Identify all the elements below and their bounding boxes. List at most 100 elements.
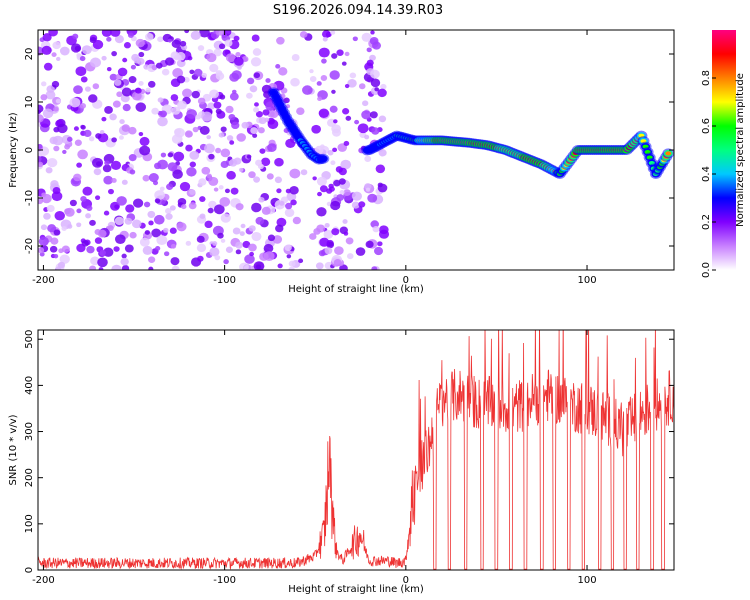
- spectrogram-noise-cell: [164, 57, 175, 66]
- spectrogram-xtick-label: 100: [577, 275, 596, 286]
- spectrogram-noise-cell: [98, 267, 104, 270]
- spectrogram-noise-cell: [38, 155, 42, 163]
- spectrogram-noise-cell: [209, 89, 220, 99]
- spectrogram-noise-cell: [51, 191, 63, 202]
- spectrogram-noise-cell: [218, 185, 224, 190]
- spectrogram-noise-cell: [328, 186, 335, 192]
- spectrogram-noise-cell: [238, 167, 244, 172]
- spectrogram-noise-cell: [101, 30, 112, 37]
- spectrogram-noise-cell: [81, 45, 92, 55]
- spectrogram-noise-cell: [86, 205, 93, 211]
- spectrogram-noise-cell: [331, 89, 336, 94]
- spectrogram-xtick-label: 0: [403, 275, 409, 286]
- spectrogram-noise-cell: [333, 119, 338, 124]
- spectrogram-noise-cell: [283, 97, 290, 104]
- spectrogram-noise-cell: [240, 223, 246, 229]
- spectrogram-noise-cell: [188, 202, 197, 210]
- spectrogram-noise-cell: [277, 263, 283, 269]
- spectrogram-noise-cell: [220, 148, 231, 158]
- spectrogram-noise-cell: [290, 77, 300, 87]
- spectrogram-noise-cell: [231, 89, 237, 94]
- spectrogram-noise-cell: [378, 115, 387, 123]
- spectrogram-noise-cell: [189, 69, 195, 75]
- spectrogram-noise-cell: [121, 179, 128, 185]
- spectrogram-noise-cell: [164, 208, 172, 215]
- spectrogram-noise-cell: [46, 85, 55, 93]
- spectrogram-noise-cell: [80, 124, 86, 130]
- spectrogram-noise-cell: [55, 56, 61, 61]
- spectrogram-noise-cell: [84, 86, 91, 92]
- spectrogram-noise-cell: [151, 64, 158, 71]
- spectrogram-noise-cell: [38, 236, 49, 246]
- spectrogram-noise-cell: [53, 126, 60, 133]
- spectrogram-noise-cell: [275, 224, 284, 233]
- spectrogram-noise-cell: [148, 220, 154, 226]
- spectrogram-noise-cell: [324, 222, 330, 228]
- spectrogram-noise-cell: [92, 39, 104, 50]
- spectrogram-noise-cell: [226, 135, 234, 141]
- spectrogram-noise-cell: [323, 229, 334, 239]
- spectrogram-noise-cell: [169, 227, 177, 234]
- spectrogram-noise-cell: [276, 188, 282, 194]
- snr-series-line: [38, 330, 674, 570]
- spectrogram-noise-cell: [248, 243, 257, 252]
- spectrogram-noise-cell: [142, 245, 153, 255]
- spectrogram-noise-cell: [110, 30, 121, 37]
- spectrogram-noise-cell: [128, 126, 137, 135]
- spectrogram-noise-cell: [101, 116, 107, 122]
- snr-axes: -200 -100 0 100 0 100 200 300 400 500: [24, 330, 674, 586]
- spectrogram-noise-cell: [47, 224, 57, 233]
- snr-panel: -200 -100 0 100 0 100 200 300 400 500 Height of s…: [8, 329, 675, 595]
- spectrogram-noise-cell: [157, 97, 164, 103]
- spectrogram-noise-cell: [61, 245, 70, 253]
- spectrogram-noise-cell: [333, 259, 342, 267]
- spectrogram-noise-cell: [76, 208, 82, 214]
- spectrogram-noise-cell: [352, 36, 358, 42]
- spectrogram-noise-cell: [57, 123, 68, 134]
- spectrogram-noise-cell: [64, 207, 75, 217]
- spectrogram-noise-cell: [189, 161, 197, 168]
- spectrogram-noise-cell: [314, 145, 324, 154]
- spectrogram-noise-cell: [97, 257, 108, 268]
- spectrogram-noise-cell: [139, 145, 151, 156]
- spectrogram-noise-cell: [284, 208, 295, 218]
- spectrogram-noise-cell: [59, 46, 70, 56]
- spectrogram-noise-cell: [196, 243, 207, 253]
- spectrogram-noise-cell: [128, 76, 137, 84]
- spectrogram-noise-cell: [251, 202, 262, 213]
- spectrogram-noise-cell: [334, 246, 344, 255]
- spectrogram-noise-cell: [313, 228, 321, 235]
- spectrogram-noise-cell: [159, 110, 168, 118]
- spectrogram-noise-cell: [53, 254, 59, 259]
- spectrogram-noise-cell: [253, 176, 261, 183]
- spectrogram-noise-cell: [344, 51, 350, 57]
- spectrogram-noise-cell: [76, 162, 82, 168]
- spectrogram-noise-cell: [286, 192, 297, 202]
- spectrogram-noise-cell: [77, 149, 88, 160]
- spectrogram-noise-cell: [111, 137, 117, 143]
- spectrogram-noise-cell: [228, 114, 236, 121]
- spectrogram-noise-cell: [364, 155, 372, 162]
- spectrogram-noise-cell: [235, 249, 242, 255]
- spectrogram-noise-cell: [51, 52, 57, 57]
- spectrogram-noise-cell: [104, 105, 113, 114]
- spectrogram-noise-cell: [262, 109, 270, 116]
- spectrogram-noise-cell: [292, 216, 301, 225]
- spectrogram-noise-cell: [76, 53, 82, 58]
- colorbar-label: Normalized spectral amplitude: [735, 73, 746, 227]
- spectrogram-noise-cell: [38, 104, 44, 113]
- spectrogram-noise-cell: [125, 204, 135, 213]
- spectrogram-noise-cell: [124, 244, 134, 253]
- spectrogram-noise-cell: [204, 220, 213, 229]
- spectrogram-noise-cell: [171, 106, 181, 115]
- spectrogram-noise-cell: [209, 63, 219, 73]
- spectrogram-noise-cell: [148, 266, 154, 270]
- spectrogram-noise-cell: [354, 119, 360, 125]
- snr-ytick-label: 100: [24, 514, 35, 533]
- spectrogram-noise-cell: [285, 138, 296, 149]
- spectrogram-noise-cell: [246, 77, 255, 85]
- spectrogram-noise-cell: [225, 105, 234, 114]
- spectrogram-noise-cell: [246, 154, 252, 159]
- spectrogram-noise-cell: [206, 173, 212, 179]
- spectrogram-noise-cell: [72, 33, 79, 40]
